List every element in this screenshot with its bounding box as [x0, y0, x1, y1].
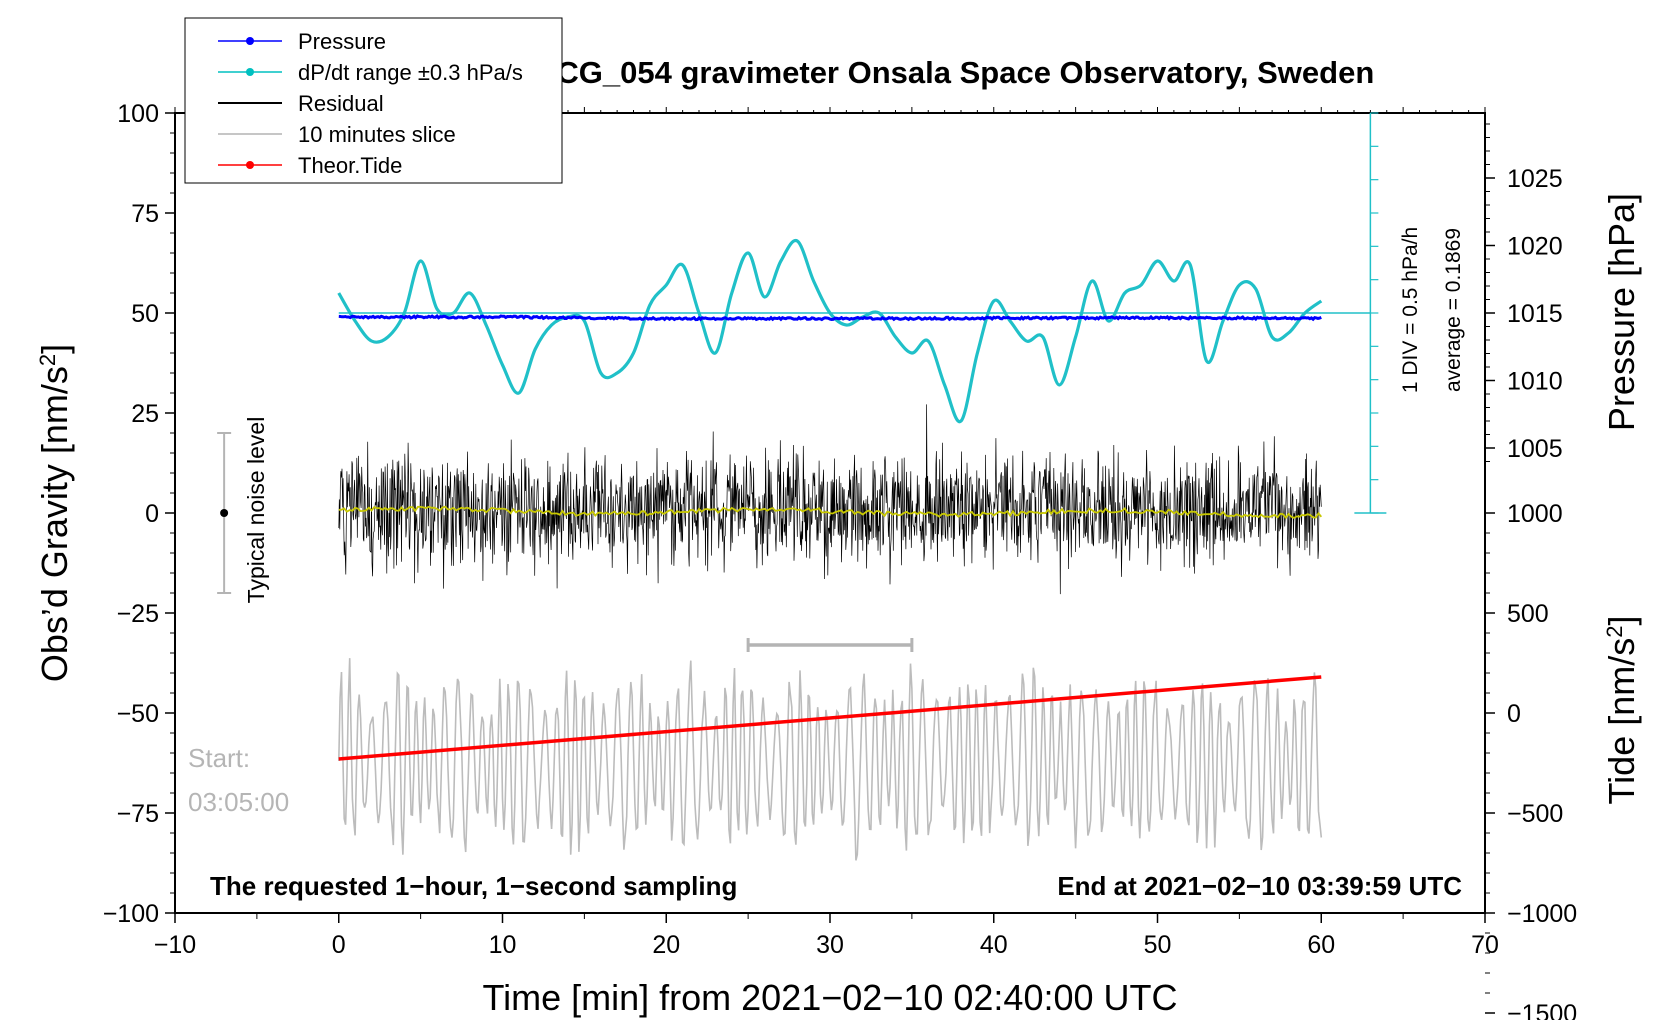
- axes-layer: −10 0 10 20 30 40 50 60 70−100−75−50−25025507510…: [103, 100, 1578, 1020]
- residual-series-line: [338, 404, 1322, 595]
- tide-tick-label: 500: [1507, 600, 1549, 628]
- legend-box: [184, 17, 563, 184]
- x-tick-label: −10: [154, 931, 196, 959]
- x-tick-label: 60: [1307, 931, 1335, 959]
- legend-label: 10 minutes slice: [298, 122, 456, 147]
- legend-label: dP/dt range ±0.3 hPa/s: [298, 60, 523, 85]
- pressure-tick-label: 1005: [1507, 435, 1563, 463]
- x-tick-label: 50: [1144, 931, 1172, 959]
- pressure-scale-div-label: 1 DIV = 0.5 hPa/h: [1399, 227, 1422, 393]
- y-tick-label: 100: [117, 100, 159, 128]
- x-tick-label: 70: [1471, 931, 1499, 959]
- y-axis-label-close: ]: [34, 344, 75, 354]
- legend-label: Pressure: [298, 29, 386, 54]
- x-tick-label: 0: [332, 931, 346, 959]
- noise-level-label: Typical noise level: [243, 417, 269, 604]
- tide-tick-label: 1000: [1507, 500, 1563, 528]
- y-axis-label: Obs’d Gravity [nm/s2]: [34, 344, 75, 682]
- tide-tick-label: −1000: [1507, 900, 1577, 928]
- pressure-tick-label: 1020: [1507, 233, 1563, 261]
- residual-mean-line: [338, 505, 1323, 520]
- legend: Pressure dP/dt range ±0.3 hPa/s Residual 10…: [184, 17, 563, 184]
- tide-axis-label-main: Tide [nm/s: [1601, 638, 1642, 805]
- pressure-series-line: [338, 313, 1322, 322]
- legend-marker: [246, 37, 254, 45]
- y-tick-label: 50: [131, 300, 159, 328]
- sampling-note: The requested 1−hour, 1−second sampling: [210, 871, 737, 901]
- legend-items: Pressure dP/dt range ±0.3 hPa/s Residual 10…: [218, 29, 523, 178]
- pressure-tick-label: 1010: [1507, 368, 1563, 396]
- tide-tick-label: 0: [1507, 700, 1521, 728]
- legend-label: Theor.Tide: [298, 153, 402, 178]
- y-tick-label: −75: [117, 800, 159, 828]
- legend-marker: [246, 68, 254, 76]
- y-tick-label: −25: [117, 600, 159, 628]
- y-tick-label: −100: [103, 900, 159, 928]
- pressure-tick-label: 1025: [1507, 165, 1563, 193]
- y-axis-label-sup: 2: [35, 354, 60, 366]
- x-tick-label: 40: [980, 931, 1008, 959]
- end-time-note: End at 2021−02−10 03:39:59 UTC: [1057, 871, 1462, 901]
- start-time-label: 03:05:00: [188, 787, 289, 817]
- x-tick-label: 30: [816, 931, 844, 959]
- series-layer: [217, 238, 1371, 861]
- tide-axis-label-close: ]: [1601, 616, 1642, 626]
- y-tick-label: 75: [131, 200, 159, 228]
- tide-tick-label: −500: [1507, 800, 1563, 828]
- slice-series-line: [338, 658, 1323, 861]
- x-tick-label: 20: [652, 931, 680, 959]
- start-label: Start:: [188, 743, 250, 773]
- y-axis-label-main: Obs’d Gravity [nm/s: [34, 366, 75, 682]
- y-tick-label: 25: [131, 400, 159, 428]
- tide-series-line: [338, 675, 1322, 761]
- y-tick-label: 0: [145, 500, 159, 528]
- legend-marker: [246, 161, 254, 169]
- tide-axis-label-sup: 2: [1602, 626, 1627, 638]
- tide-axis-label: Tide [nm/s2]: [1601, 616, 1642, 805]
- x-axis-label: Time [min] from 2021−02−10 02:40:00 UTC: [482, 977, 1177, 1018]
- tide-tick-label: −1500: [1507, 1000, 1577, 1020]
- chart-title: SCG_054 gravimeter Onsala Space Observat…: [536, 55, 1375, 90]
- pressure-tick-label: 1015: [1507, 300, 1563, 328]
- y-tick-label: −50: [117, 700, 159, 728]
- pressure-scale-average-label: average = 0.1869: [1442, 228, 1465, 392]
- pressure-axis-label: Pressure [hPa]: [1601, 193, 1642, 431]
- x-tick-label: 10: [489, 931, 517, 959]
- legend-label: Residual: [298, 91, 384, 116]
- noise-bar-center-dot: [220, 509, 229, 517]
